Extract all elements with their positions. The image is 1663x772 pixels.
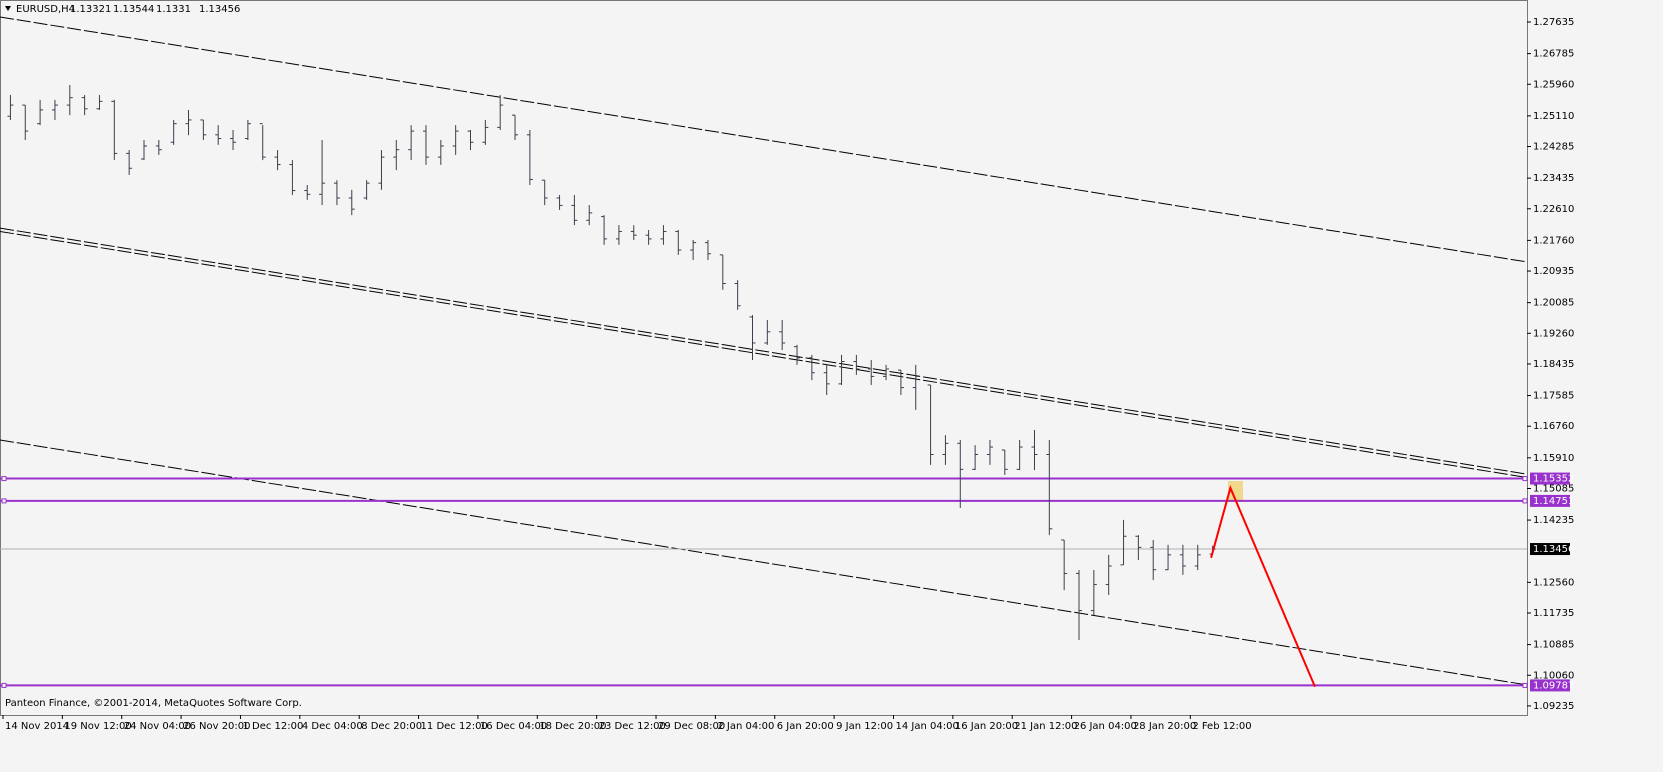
x-tick-label: 21 Jan 12:00: [1014, 721, 1077, 732]
trend-line: [0, 230, 1528, 479]
x-tick-label: 26 Nov 20:00: [183, 721, 250, 732]
x-tick-label: 6 Jan 20:00: [777, 721, 834, 732]
header-close: 1.13456: [199, 4, 240, 15]
x-tick-label: 8 Dec 20:00: [361, 721, 422, 732]
y-tick-label: 1.20085: [1533, 298, 1574, 309]
y-tick-label: 1.25960: [1533, 79, 1574, 90]
price-label: 1.09787: [1533, 680, 1574, 691]
y-tick-label: 1.15910: [1533, 453, 1574, 464]
line-handle: [1522, 498, 1528, 504]
footer: Panteon Finance, ©2001-2014, MetaQuotes …: [5, 698, 302, 709]
x-tick-label: 24 Nov 04:00: [124, 721, 191, 732]
price-label-box: [1530, 543, 1570, 556]
x-tick-label: 1 Dec 12:00: [242, 721, 303, 732]
y-tick-label: 1.27635: [1533, 17, 1574, 28]
y-tick-label: 1.26785: [1533, 49, 1574, 60]
header-open: 1.13321: [70, 4, 111, 15]
y-tick-label: 1.25110: [1533, 111, 1574, 122]
trend-line: [0, 439, 1528, 686]
x-tick-label: 29 Dec 08:00: [658, 721, 725, 732]
y-tick-label: 1.10060: [1533, 670, 1574, 681]
y-tick-label: 1.09235: [1533, 701, 1574, 712]
x-tick-label: 16 Dec 04:00: [480, 721, 547, 732]
header-high: 1.13544: [113, 4, 154, 15]
x-tick-label: 9 Jan 12:00: [836, 721, 893, 732]
y-tick-label: 1.11735: [1533, 608, 1574, 619]
x-tick-label: 11 Dec 12:00: [421, 721, 488, 732]
x-tick-label: 14 Nov 2014: [5, 721, 69, 732]
y-tick-label: 1.20935: [1533, 266, 1574, 277]
x-tick-label: 16 Jan 20:00: [955, 721, 1018, 732]
projection-line: [1210, 484, 1316, 688]
target-zone: [1228, 481, 1243, 502]
header-low: 1.1331: [156, 4, 191, 15]
price-label-box: [1530, 472, 1570, 485]
price-label: 1.15352: [1533, 474, 1574, 485]
x-tick-label: 23 Dec 12:00: [599, 721, 666, 732]
chart-title: EURUSD,H4: [16, 4, 75, 15]
y-tick-label: 1.14235: [1533, 515, 1574, 526]
line-handle: [1, 498, 7, 504]
x-tick-label: 4 Dec 04:00: [302, 721, 363, 732]
x-tick-label: 14 Jan 04:00: [895, 721, 958, 732]
price-label-box: [1530, 679, 1570, 692]
plot-frame: [0, 0, 1528, 716]
y-tick-label: 1.21760: [1533, 235, 1574, 246]
price-label: 1.14751: [1533, 496, 1574, 507]
y-tick-label: 1.22610: [1533, 204, 1574, 215]
y-tick-label: 1.23435: [1533, 173, 1574, 184]
trend-line: [0, 227, 1528, 475]
line-handle: [1, 682, 7, 688]
price-label: 1.13456: [1533, 544, 1574, 555]
y-tick-label: 1.24285: [1533, 142, 1574, 153]
x-tick-label: 26 Jan 04:00: [1074, 721, 1137, 732]
line-handle: [1522, 476, 1528, 482]
y-tick-label: 1.16760: [1533, 421, 1574, 432]
price-label-box: [1530, 494, 1570, 507]
y-tick-label: 1.18435: [1533, 359, 1574, 370]
x-tick-label: 2 Feb 12:00: [1192, 721, 1251, 732]
x-tick-label: 19 Nov 12:00: [64, 721, 131, 732]
y-tick-label: 1.15085: [1533, 483, 1574, 494]
y-tick-label: 1.12560: [1533, 577, 1574, 588]
trend-line: [0, 16, 1528, 263]
y-tick-label: 1.19260: [1533, 328, 1574, 339]
line-handle: [1, 476, 7, 482]
x-tick-label: 18 Dec 20:00: [539, 721, 606, 732]
x-tick-label: 28 Jan 20:00: [1133, 721, 1196, 732]
y-tick-label: 1.10885: [1533, 640, 1574, 651]
y-tick-label: 1.17585: [1533, 391, 1574, 402]
x-tick-label: 2 Jan 04:00: [717, 721, 774, 732]
line-handle: [1522, 682, 1528, 688]
menu-arrow: [5, 6, 11, 11]
